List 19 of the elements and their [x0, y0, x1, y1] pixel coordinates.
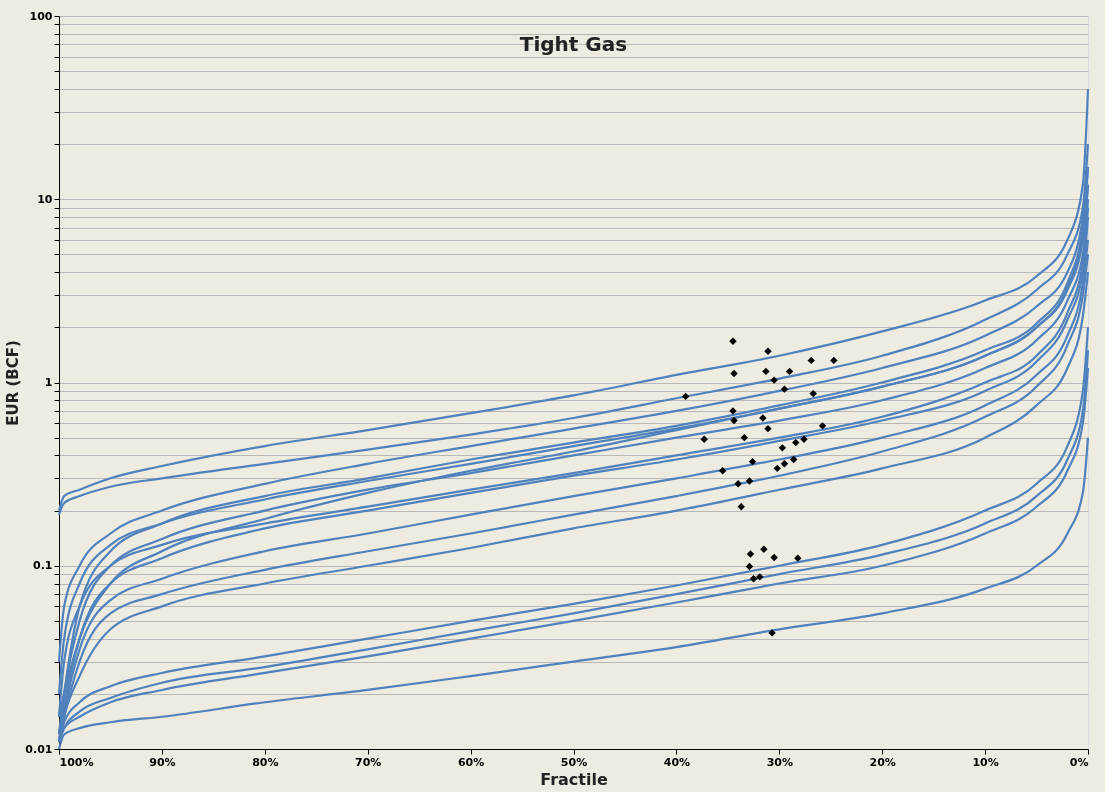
- x-tick-label: 30%: [766, 755, 793, 769]
- x-tick-label: 80%: [252, 755, 279, 769]
- x-tick-label: 20%: [869, 755, 896, 769]
- y-tick-label: 0.01: [25, 742, 53, 756]
- y-tick-label: 1: [44, 376, 53, 389]
- y-axis-title: EUR (BCF): [4, 340, 23, 426]
- x-tick-label: 40%: [663, 755, 691, 769]
- y-tick-label: 0.1: [33, 559, 53, 573]
- x-tick-label: 10%: [972, 755, 999, 769]
- text: Tight Gas: [519, 32, 628, 56]
- x-tick-label: 60%: [457, 755, 485, 769]
- x-tick-label: 50%: [560, 755, 588, 769]
- x-tick-label: 90%: [149, 755, 176, 769]
- x-axis-title: Fractile: [540, 769, 608, 789]
- y-tick-label: 100: [29, 9, 53, 23]
- y-tick-label: 10: [37, 192, 53, 206]
- x-tick-label: 70%: [355, 755, 382, 769]
- x-tick-label: 0%: [1069, 755, 1089, 769]
- x-tick-label: 100%: [59, 755, 94, 769]
